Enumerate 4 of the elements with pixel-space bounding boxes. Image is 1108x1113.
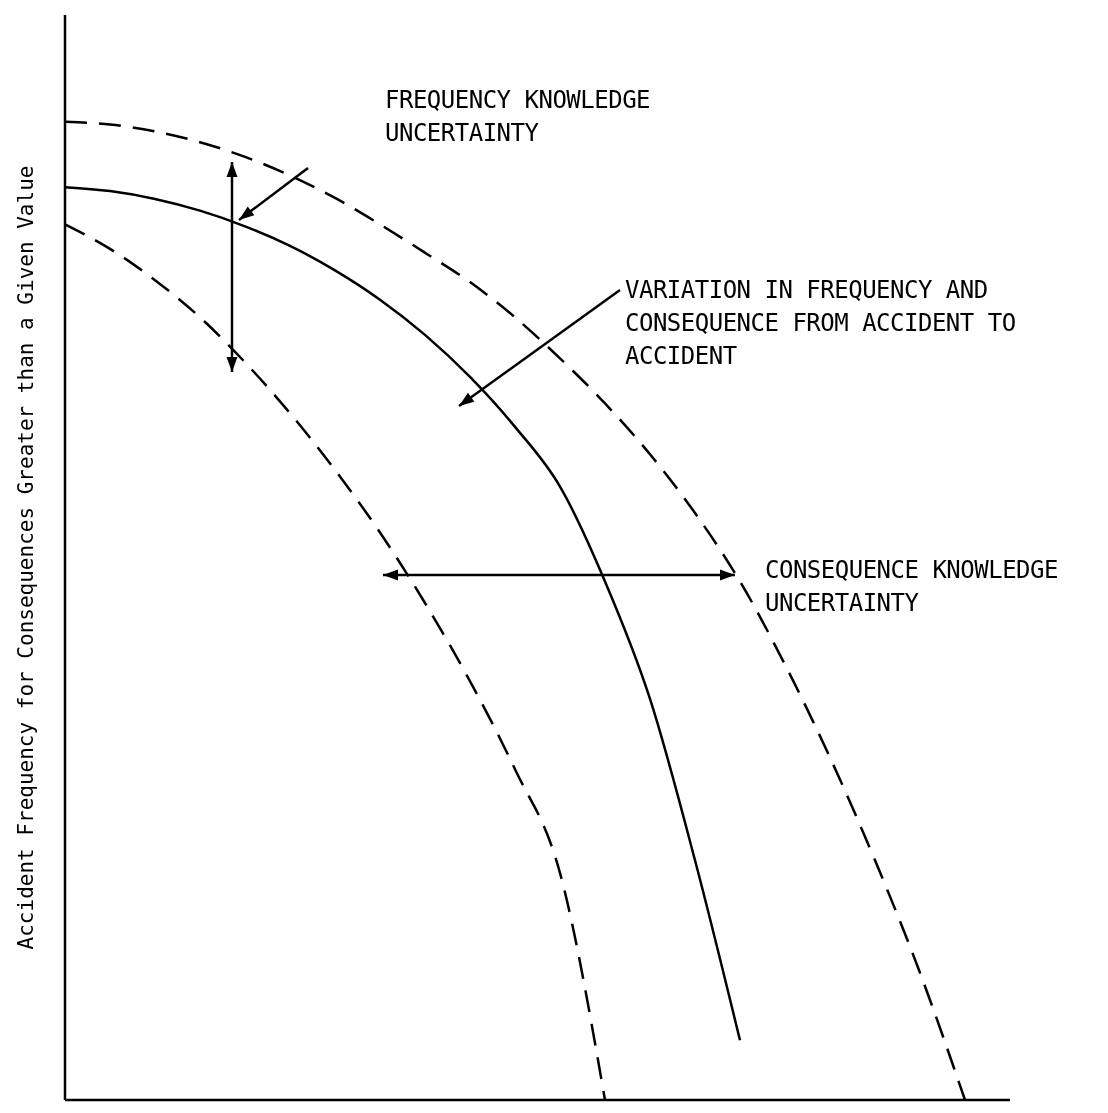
annotation: FREQUENCY KNOWLEDGE UNCERTAINTY [385, 85, 652, 149]
y-axis-title: Accident Frequency for Consequences Greater than a Given Value [14, 165, 39, 950]
annotation: CONSEQUENCE KNOWLEDGE UNCERTAINTY [765, 555, 1059, 619]
annotation: VARIATION IN FREQUENCY AND CONSEQUENCE FROM ACCIDENT TO ACCIDENT [625, 275, 1017, 372]
